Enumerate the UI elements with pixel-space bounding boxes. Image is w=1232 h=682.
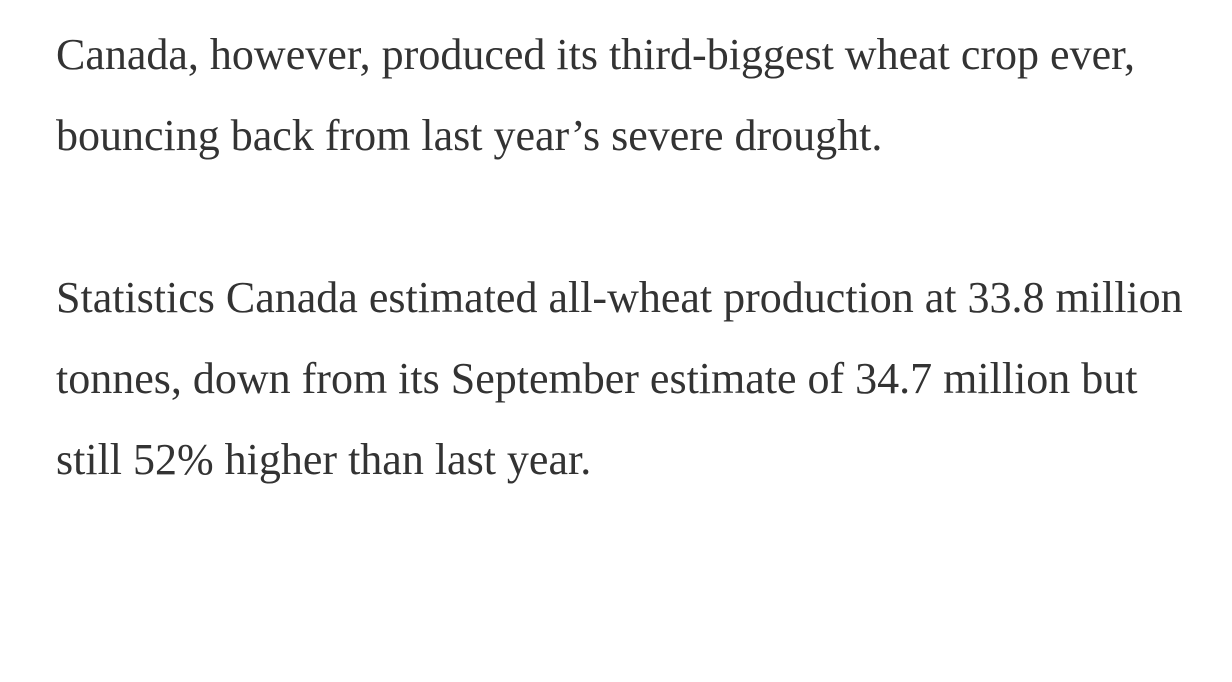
- paragraph-statistics-canada-estimate: Statistics Canada estimated all-wheat pr…: [56, 273, 1183, 484]
- paragraph-canada-wheat-crop: Canada, however, produced its third-bigg…: [56, 30, 1135, 160]
